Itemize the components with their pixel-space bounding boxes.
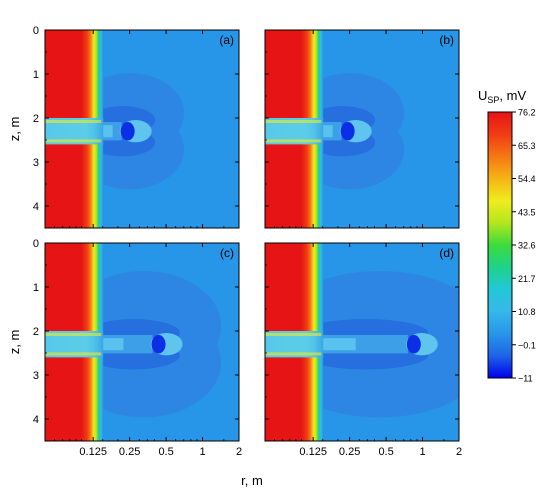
y-axis-label: z, m — [7, 330, 22, 355]
x-tick-label: 0.5 — [378, 446, 393, 458]
anomaly-front — [151, 335, 166, 354]
borehole-edge — [265, 139, 322, 143]
y-tick-label: 2 — [33, 113, 39, 125]
colorbar-title: USP, mV — [478, 88, 526, 105]
colorbar-tick-label: 10.8 — [518, 307, 536, 317]
anomaly-front — [406, 335, 421, 354]
colorbar-title-unit: , mV — [499, 88, 526, 103]
panel-d: (d) 0.125 0.25 0.5 1 2 — [264, 242, 462, 458]
panel-a: (a) 0 1 2 3 4 z, m — [7, 25, 240, 229]
heatmap-field — [45, 30, 239, 228]
y-tick-label: 4 — [33, 414, 39, 426]
borehole-edge — [265, 333, 322, 336]
colorbar-tick-label: −0.1 — [518, 340, 536, 350]
layer-core — [101, 338, 124, 351]
x-axis-label: r, m — [241, 473, 263, 488]
borehole-lower — [265, 143, 324, 228]
x-tick-label: 0.125 — [299, 446, 327, 458]
borehole-lower — [45, 143, 104, 228]
colorbar-title-main: U — [478, 88, 487, 103]
borehole-edge — [45, 333, 102, 336]
colorbar-tick-label: −11 — [518, 374, 533, 384]
plot-frame — [44, 29, 240, 229]
x-tick-label: 0.5 — [158, 446, 173, 458]
layer-core — [101, 125, 113, 138]
borehole-upper — [45, 30, 104, 119]
y-axis — [265, 242, 459, 420]
x-tick-label: 0.25 — [119, 446, 140, 458]
y-tick-label: 0 — [33, 238, 39, 250]
x-axis: 0.125 0.25 0.5 1 2 — [274, 243, 462, 458]
plot-frame — [44, 242, 240, 442]
y-tick-label: 0 — [33, 25, 39, 37]
borehole-upper — [265, 30, 324, 119]
y-axis-label: z, m — [7, 117, 22, 142]
y-tick-label: 3 — [33, 370, 39, 382]
panel-label: (b) — [439, 33, 454, 47]
anomaly-front — [120, 122, 135, 141]
colorbar-scale — [487, 111, 513, 379]
panel-label: (a) — [219, 33, 234, 47]
x-tick-label: 0.125 — [79, 446, 107, 458]
colorbar-tick-label: 65.3 — [518, 141, 536, 151]
borehole-edge — [45, 120, 102, 123]
colorbar: USP, mV 76.2 65.3 54.4 43.5 32.6 21.7 10.8 −0.1 −… — [478, 88, 536, 384]
x-tick-label: 1 — [419, 446, 425, 458]
heatmap-field — [265, 30, 459, 228]
x-axis — [274, 30, 460, 228]
anomaly-front — [340, 122, 355, 141]
y-tick-label: 1 — [33, 69, 39, 81]
x-axis: 0.125 0.25 0.5 1 2 — [54, 243, 242, 458]
colorbar-tick-label: 21.7 — [518, 274, 536, 284]
colorbar-tick-label: 76.2 — [518, 108, 536, 118]
panel-label: (d) — [439, 246, 454, 260]
heatmap-field — [265, 243, 459, 441]
y-axis — [265, 29, 459, 207]
x-tick-label: 2 — [236, 446, 242, 458]
borehole-upper — [265, 243, 324, 332]
y-tick-label: 4 — [33, 201, 39, 213]
borehole-lower — [265, 356, 324, 441]
colorbar-tick-label: 54.4 — [518, 174, 536, 184]
panels-group: (a) 0 1 2 3 4 z, m (b) (c) 0 1 2 3 4 0.125 0.25 0.5 1 2 z, … — [7, 25, 462, 488]
x-tick-label: 2 — [456, 446, 462, 458]
borehole-edge — [265, 352, 322, 356]
x-tick-label: 0.25 — [339, 446, 360, 458]
panel-b: (b) — [264, 29, 460, 229]
layer-core — [321, 125, 333, 138]
borehole-edge — [45, 139, 102, 143]
borehole-lower — [45, 356, 104, 441]
y-tick-label: 3 — [33, 157, 39, 169]
panel-label: (c) — [220, 246, 234, 260]
colorbar-tick-label: 32.6 — [518, 241, 536, 251]
borehole-edge — [45, 352, 102, 356]
panel-c: (c) 0 1 2 3 4 0.125 0.25 0.5 1 2 z, m — [7, 238, 242, 458]
plot-frame — [264, 242, 460, 442]
heatmap-field — [45, 243, 239, 441]
borehole-edge — [265, 120, 322, 123]
y-tick-label: 2 — [33, 326, 39, 338]
layer-core — [321, 338, 356, 351]
y-axis: 0 1 2 3 4 — [33, 238, 239, 426]
x-tick-label: 1 — [199, 446, 205, 458]
plot-frame — [264, 29, 460, 229]
borehole-upper — [45, 243, 104, 332]
colorbar-tick-label: 43.5 — [518, 207, 536, 217]
y-axis: 0 1 2 3 4 — [33, 25, 239, 213]
colorbar-title-sub: SP — [487, 95, 499, 105]
x-axis — [54, 30, 240, 228]
y-tick-label: 1 — [33, 282, 39, 294]
